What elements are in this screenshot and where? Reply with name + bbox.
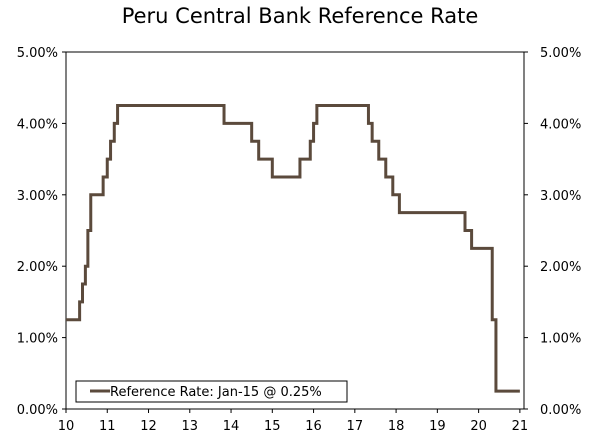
x-tick-label: 15	[264, 419, 281, 434]
x-tick-label: 20	[470, 419, 487, 434]
plot-area-frame	[65, 51, 525, 410]
y-tick-label-left: 3.00%	[17, 189, 58, 204]
y-tick-label-left: 2.00%	[17, 260, 58, 275]
y-tick-label-right: 1.00%	[540, 332, 581, 347]
x-tick-label: 16	[305, 419, 322, 434]
chart-title: Peru Central Bank Reference Rate	[121, 4, 479, 28]
y-tick-label-right: 2.00%	[540, 260, 581, 275]
x-tick-label: 21	[512, 419, 529, 434]
x-axis: 10 11 12 13 14 15 16 17 18 19 20 21	[58, 409, 528, 434]
y-tick-label-left: 1.00%	[17, 332, 58, 347]
y-axis: 0.00% 0.00% 1.00% 1.00% 2.00% 2.00% 3.00% 3.00%…	[17, 46, 582, 418]
y-tick-label-right: 4.00%	[540, 117, 581, 132]
series-line	[66, 104, 520, 393]
x-tick-label: 12	[140, 419, 157, 434]
y-tick-label-left: 5.00%	[17, 46, 58, 61]
x-tick-label: 17	[347, 419, 364, 434]
y-tick-label-left: 0.00%	[17, 403, 58, 418]
x-tick-label: 13	[182, 419, 199, 434]
legend-box	[75, 380, 348, 403]
y-tick-label-right: 3.00%	[540, 189, 581, 204]
legend-label: Reference Rate: Jan-15 @ 0.25%	[110, 385, 322, 400]
y-tick-label-right: 5.00%	[540, 46, 581, 61]
y-tick-label-right: 0.00%	[540, 403, 581, 418]
x-tick-label: 14	[223, 419, 240, 434]
x-tick-label: 11	[99, 419, 116, 434]
legend: Reference Rate: Jan-15 @ 0.25%	[75, 380, 348, 403]
x-tick-label: 10	[58, 419, 75, 434]
x-tick-label: 19	[429, 419, 446, 434]
y-tick-label-left: 4.00%	[17, 117, 58, 132]
x-tick-label: 18	[388, 419, 405, 434]
